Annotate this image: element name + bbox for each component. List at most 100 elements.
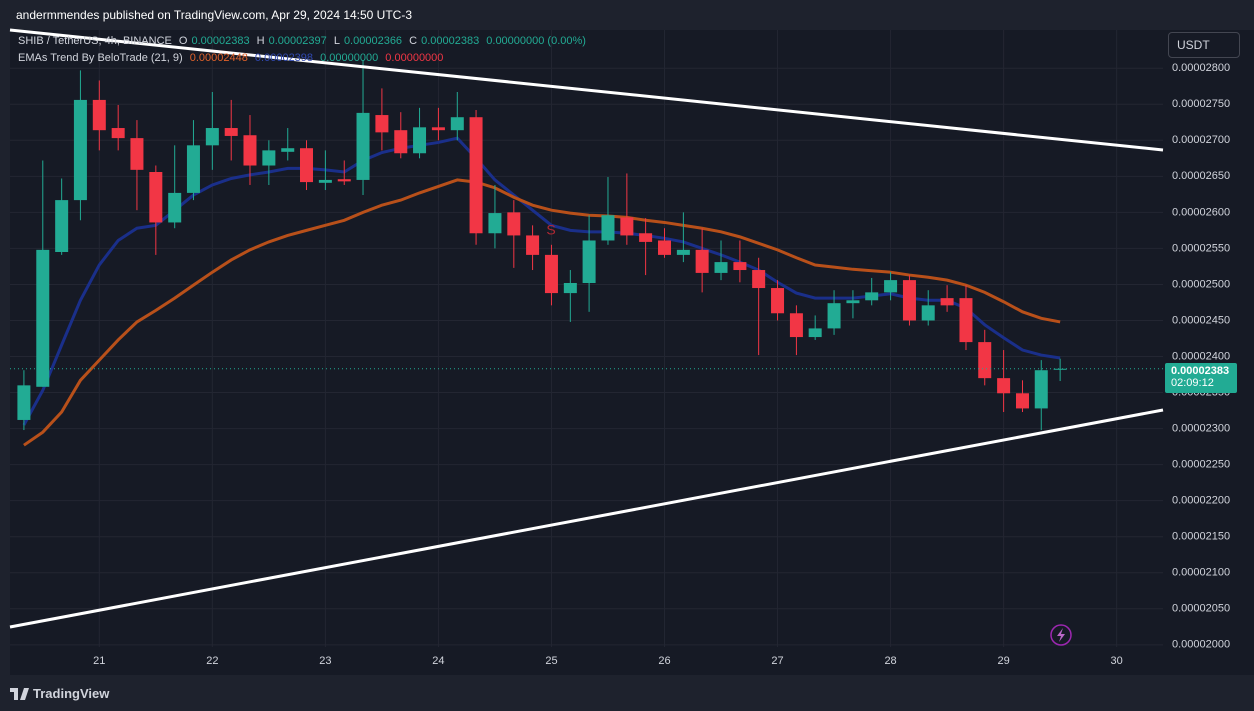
candle-body xyxy=(73,99,87,201)
y-tick-label: 0.00002400 xyxy=(1172,350,1230,362)
candle-body xyxy=(300,148,314,183)
alert-bolt xyxy=(1057,628,1065,642)
y-tick-label: 0.00002100 xyxy=(1172,567,1230,579)
candle-body xyxy=(902,280,916,321)
x-tick-label: 30 xyxy=(1111,655,1123,667)
candle-body xyxy=(921,305,935,321)
y-tick-label: 0.00002150 xyxy=(1172,531,1230,543)
x-tick-label: 25 xyxy=(545,655,557,667)
candle-body xyxy=(224,128,238,136)
candle-body xyxy=(827,303,841,329)
candle-body xyxy=(978,342,992,379)
candle-body xyxy=(582,240,596,283)
candle-body xyxy=(846,300,860,304)
x-tick-label: 24 xyxy=(432,655,444,667)
brand-logo xyxy=(10,688,29,700)
legend-ohlc: SHIB / TetherUS, 4h, BINANCE O 0.00002383… xyxy=(18,35,590,47)
o-value: 0.00002383 xyxy=(191,35,250,47)
plot-area xyxy=(10,30,1163,647)
price-tag: 0.00002383 02:09:12 xyxy=(1165,363,1237,393)
indicator-value: 0.00000000 xyxy=(320,52,379,64)
candle-body xyxy=(431,127,445,131)
indicator-value: 0.00000000 xyxy=(385,52,444,64)
x-tick-label: 28 xyxy=(884,655,896,667)
symbol: SHIB / TetherUS, 4h, BINANCE xyxy=(18,35,172,47)
o-label: O xyxy=(178,35,188,47)
candle-body xyxy=(884,280,898,293)
x-tick-label: 27 xyxy=(771,655,783,667)
y-tick-label: 0.00002500 xyxy=(1172,278,1230,290)
y-tick-label: 0.00002550 xyxy=(1172,242,1230,254)
legend-indicator: EMAs Trend By BeloTrade (21, 9) 0.000024… xyxy=(18,52,447,64)
y-tick-label: 0.00002750 xyxy=(1172,98,1230,110)
candle-body xyxy=(733,262,747,271)
price-axis xyxy=(1163,30,1254,675)
candle-body xyxy=(337,179,351,182)
ema-line xyxy=(23,178,1061,447)
candle-body xyxy=(281,148,295,152)
l-label: L xyxy=(333,35,340,47)
candle-body xyxy=(940,298,954,306)
candle-body xyxy=(695,249,709,273)
candle-body xyxy=(997,378,1011,394)
candle-body xyxy=(808,328,822,338)
x-tick-label: 29 xyxy=(997,655,1009,667)
candle-body xyxy=(413,127,427,154)
x-tick-label: 21 xyxy=(93,655,105,667)
y-tick-label: 0.00002250 xyxy=(1172,459,1230,471)
candle-body xyxy=(488,213,502,234)
candle-body xyxy=(789,313,803,338)
candle-body xyxy=(469,117,483,234)
price-tag-price: 0.00002383 xyxy=(1171,365,1230,377)
y-tick-label: 0.00002650 xyxy=(1172,170,1230,182)
candle-body xyxy=(752,270,766,289)
candle-body xyxy=(676,249,690,255)
candle-body xyxy=(111,128,125,139)
candle-body xyxy=(620,217,634,236)
candle-body xyxy=(563,282,577,294)
time-axis xyxy=(10,647,1163,675)
candles xyxy=(10,60,1163,431)
candle-body xyxy=(639,233,653,242)
candle-body xyxy=(507,212,521,236)
candle-body xyxy=(394,130,408,154)
candle-body xyxy=(544,254,558,294)
candle-body xyxy=(168,192,182,223)
change: 0.00000000 (0.00%) xyxy=(486,35,586,47)
trend-line-upper xyxy=(9,28,1164,152)
candle-body xyxy=(205,128,219,146)
axis-labels: 0.00002000 0.00002050 0.00002100 0.00002150… xyxy=(93,62,1230,667)
y-tick-label: 0.00002600 xyxy=(1172,206,1230,218)
ema-lines xyxy=(22,136,1061,447)
candle-body xyxy=(1053,368,1067,370)
candle-body xyxy=(130,138,144,170)
candle-body xyxy=(657,240,671,255)
candle-body xyxy=(262,150,276,166)
y-tick-label: 0.00002000 xyxy=(1172,639,1230,651)
c-label: C xyxy=(409,35,418,47)
y-tick-label: 0.00002450 xyxy=(1172,314,1230,326)
x-tick-label: 23 xyxy=(319,655,331,667)
candle-body xyxy=(17,385,31,420)
currency-button[interactable]: USDT xyxy=(1168,32,1240,58)
x-tick-label: 26 xyxy=(658,655,670,667)
c-value: 0.00002383 xyxy=(421,35,480,47)
alert-icon[interactable] xyxy=(1050,624,1072,646)
candle-body xyxy=(601,215,615,241)
y-tick-label: 0.00002300 xyxy=(1172,423,1230,435)
candle-body xyxy=(36,249,50,387)
candle-body xyxy=(356,112,370,180)
candle-body xyxy=(375,115,389,133)
y-tick-label: 0.00002700 xyxy=(1172,134,1230,146)
h-label: H xyxy=(256,35,265,47)
candle-body xyxy=(714,262,728,273)
signal-marker: S xyxy=(546,222,555,238)
grid xyxy=(10,30,1163,647)
candle-body xyxy=(243,135,257,166)
price-tag-countdown: 02:09:12 xyxy=(1171,377,1214,389)
candle-body xyxy=(186,145,200,193)
y-tick-label: 0.00002050 xyxy=(1172,603,1230,615)
publisher-line: andermmendes published on TradingView.co… xyxy=(16,8,413,22)
